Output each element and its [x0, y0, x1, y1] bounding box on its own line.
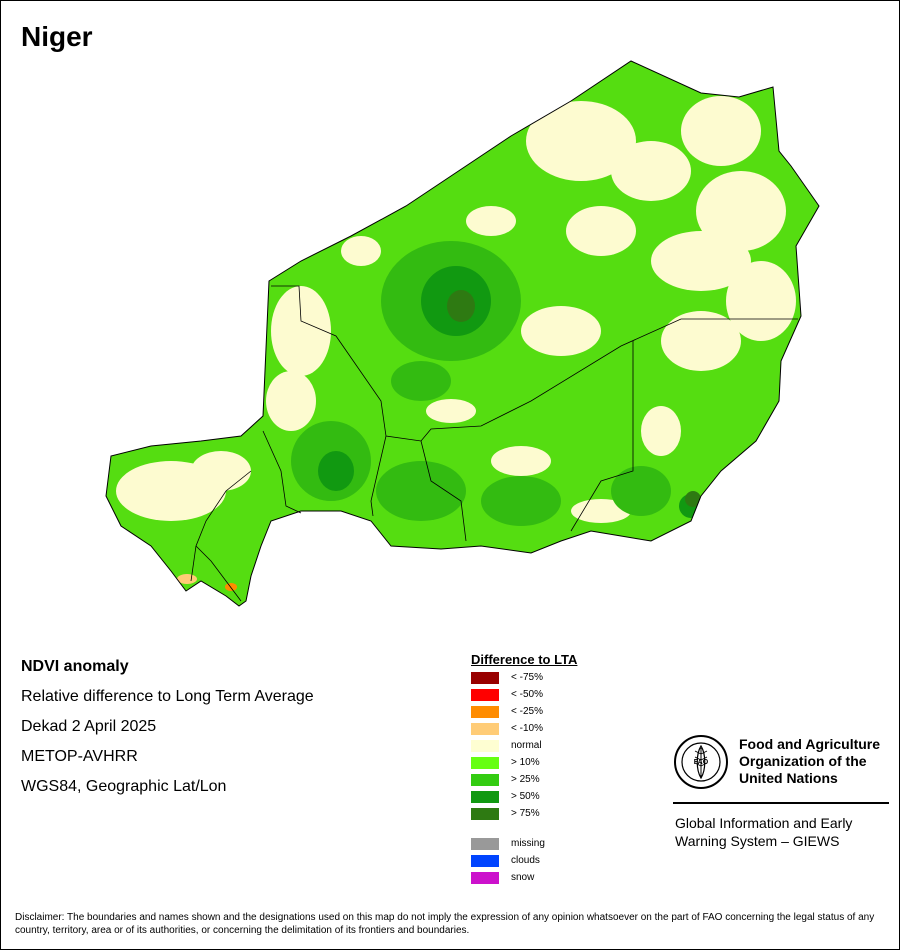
legend-label: snow: [511, 872, 535, 883]
giews-name: Global Information and Early Warning Sys…: [675, 814, 895, 850]
legend-item: missing: [471, 837, 577, 854]
legend-label: < -50%: [511, 689, 543, 700]
legend-swatch: [471, 723, 499, 735]
map-info: NDVI anomaly Relative difference to Long…: [21, 657, 314, 807]
legend-swatch: [471, 791, 499, 803]
legend-label: missing: [511, 838, 545, 849]
legend-item: snow: [471, 871, 577, 888]
region-boundaries: [190, 285, 798, 602]
normal-patches: [116, 96, 796, 523]
fao-name-line: Organization of the: [739, 753, 867, 769]
legend-label: > 25%: [511, 774, 540, 785]
disclaimer: Disclaimer: The boundaries and names sho…: [15, 912, 875, 936]
fao-logo-text: FAO: [694, 759, 709, 766]
legend-item: > 75%: [471, 807, 577, 824]
legend-item: > 25%: [471, 773, 577, 790]
legend: Difference to LTA < -75% < -50% < -25% <…: [471, 652, 577, 888]
sensor-label: METOP-AVHRR: [21, 748, 138, 765]
legend-swatch: [471, 808, 499, 820]
legend-swatch: [471, 855, 499, 867]
legend-swatch: [471, 706, 499, 718]
fao-name-line: Food and Agriculture: [739, 736, 881, 752]
legend-item: normal: [471, 739, 577, 756]
fao-name-line: United Nations: [739, 770, 838, 786]
product-description: Relative difference to Long Term Average: [21, 688, 314, 705]
legend-swatch: [471, 740, 499, 752]
fao-name: Food and Agriculture Organization of the…: [739, 736, 899, 787]
legend-swatch: [471, 757, 499, 769]
fao-logo-icon: FAO: [674, 735, 728, 789]
product-name: NDVI anomaly: [21, 658, 129, 675]
giews-line: Global Information and Early: [675, 815, 853, 831]
legend-label: < -10%: [511, 723, 543, 734]
legend-label: normal: [511, 740, 542, 751]
legend-item: < -75%: [471, 671, 577, 688]
legend-label: clouds: [511, 855, 540, 866]
divider: [673, 802, 889, 804]
legend-label: < -25%: [511, 706, 543, 717]
legend-label: < -75%: [511, 672, 543, 683]
legend-swatch: [471, 872, 499, 884]
giews-line: Warning System – GIEWS: [675, 833, 840, 849]
legend-item: < -25%: [471, 705, 577, 722]
legend-swatch: [471, 838, 499, 850]
gt75-patches: [447, 290, 701, 507]
legend-label: > 75%: [511, 808, 540, 819]
legend-item: > 50%: [471, 790, 577, 807]
legend-swatch: [471, 672, 499, 684]
projection-label: WGS84, Geographic Lat/Lon: [21, 778, 227, 795]
legend-label: > 10%: [511, 757, 540, 768]
legend-item: > 10%: [471, 756, 577, 773]
legend-title: Difference to LTA: [471, 652, 578, 667]
map-title: Niger: [21, 21, 93, 52]
legend-item: clouds: [471, 854, 577, 871]
legend-gap: [471, 824, 577, 837]
ndvi-map: [105, 60, 820, 607]
legend-item: < -50%: [471, 688, 577, 705]
legend-item: < -10%: [471, 722, 577, 739]
legend-swatch: [471, 689, 499, 701]
period-label: Dekad 2 April 2025: [21, 718, 157, 735]
legend-swatch: [471, 774, 499, 786]
legend-label: > 50%: [511, 791, 540, 802]
